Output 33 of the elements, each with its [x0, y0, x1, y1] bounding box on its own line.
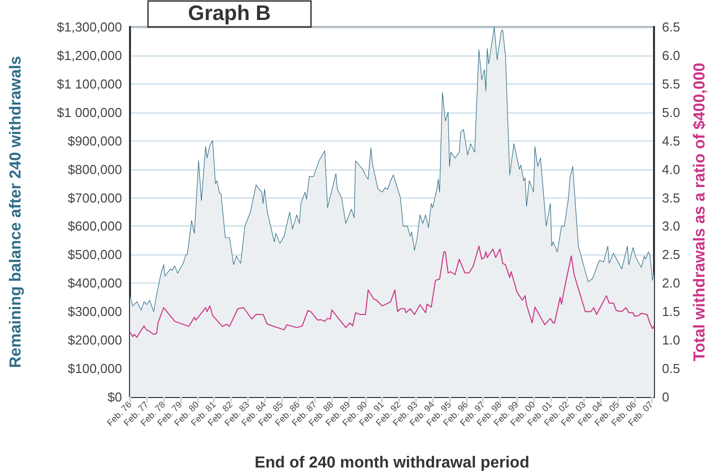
- y2-tick-label: 6.0: [662, 48, 680, 63]
- y-tick-label: $300,000: [68, 304, 122, 320]
- y2-tick-label: 0: [662, 390, 670, 404]
- y-tick-label: $1,200,000: [56, 48, 122, 63]
- y-tick-label: $600,000: [68, 218, 122, 234]
- y-tick-label: $500,000: [68, 247, 122, 262]
- y-tick-label: $700,000: [68, 190, 122, 206]
- y2-tick-label: 6.5: [662, 20, 680, 34]
- y-tick-label: $900,000: [68, 133, 122, 148]
- y-tick-label: $800,000: [68, 162, 122, 177]
- y2-tick-label: 2.5: [662, 247, 680, 262]
- y2-tick-label: 5.0: [662, 104, 680, 120]
- y-tick-label: $200,000: [68, 332, 122, 348]
- y2-tick-label: 0.5: [662, 361, 680, 376]
- y2-axis-title: Total withdrawals as a ratio of $400,000: [692, 62, 708, 362]
- y2-tick-label: 1.0: [662, 332, 680, 348]
- y2-tick-label: 4.0: [662, 162, 680, 177]
- y-tick-label: $1 000,000: [56, 104, 122, 120]
- y-axis-title: Remaining balance after 240 withdrawals: [8, 56, 24, 368]
- y-tick-label: $0: [108, 390, 122, 404]
- y2-tick-label: 1.5: [662, 304, 680, 320]
- y2-tick-label: 3.5: [662, 190, 680, 206]
- y-tick-label: $1,300,000: [56, 20, 122, 34]
- y2-tick-label: 3.0: [662, 218, 680, 234]
- y-tick-label: $400,000: [68, 276, 122, 291]
- chart-title: Graph B: [188, 2, 271, 25]
- y-tick-label: $100,000: [68, 361, 122, 376]
- line-series: [130, 246, 654, 338]
- y2-tick-label: 4.5: [662, 133, 680, 148]
- y-tick-label: $1 100,000: [56, 76, 122, 92]
- y2-tick-label: 5.5: [662, 76, 680, 92]
- y2-tick-label: 2.0: [662, 276, 680, 291]
- x-axis-title: End of 240 month withdrawal period: [254, 454, 530, 472]
